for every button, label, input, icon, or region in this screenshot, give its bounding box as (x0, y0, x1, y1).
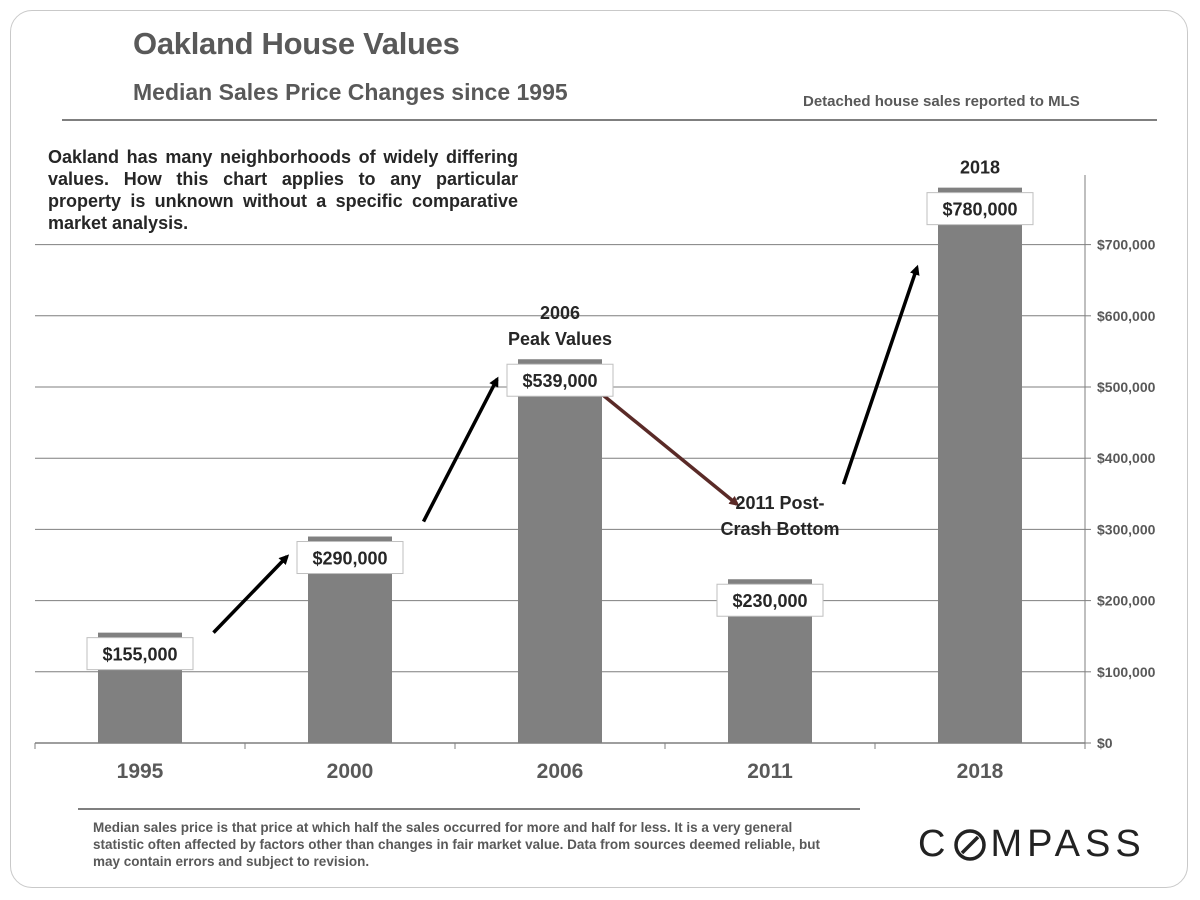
slide-frame (10, 10, 1188, 888)
trend-arrow-2006-2011 (582, 377, 740, 507)
header-divider (62, 119, 1157, 121)
annotation-text: 2011 Post- (735, 493, 824, 513)
data-label: $230,000 (732, 591, 807, 611)
x-tick-label: 2006 (537, 760, 584, 783)
data-label-box (926, 192, 1034, 226)
y-tick-label: $500,000 (1097, 379, 1156, 395)
compass-o-mark-icon (953, 828, 987, 862)
source-note: Detached house sales reported to MLS (803, 93, 1080, 110)
bar-2018 (938, 187, 1022, 743)
trend-arrow-2011-2018 (841, 264, 920, 485)
data-label-box (506, 363, 614, 397)
annotation-text: Peak Values (508, 329, 612, 349)
data-label: $780,000 (942, 200, 1017, 220)
chart-title: Oakland House Values (133, 26, 460, 61)
annotation-text: 2018 (960, 158, 1000, 178)
trend-arrow-1995-2000 (212, 554, 290, 634)
data-label-box (716, 583, 824, 617)
data-label: $155,000 (102, 645, 177, 665)
data-label: $539,000 (522, 371, 597, 391)
footer-divider (78, 808, 860, 810)
x-tick-label: 1995 (117, 760, 164, 783)
logo-text-end: MPASS (990, 823, 1146, 865)
x-tick-label: 2018 (957, 760, 1004, 783)
trend-arrow-2000-2006 (421, 376, 499, 523)
data-label-box (86, 637, 194, 671)
annotations: 2006 Peak Values 2011 Post- Crash Bottom 201… (508, 158, 1000, 540)
trend-arrows (212, 264, 920, 634)
x-tick-label: 2000 (327, 760, 374, 783)
value-labels: $155,000 $290,000 $539,000 $230,000 $780,000 (86, 192, 1034, 671)
y-tick-label: $200,000 (1097, 593, 1156, 609)
y-tick-label: $300,000 (1097, 521, 1156, 537)
compass-logo: C MPASS (918, 823, 1146, 866)
y-tick-label: $600,000 (1097, 308, 1156, 324)
annotation-text: Crash Bottom (720, 519, 839, 539)
disclaimer-text: Median sales price is that price at whic… (93, 820, 820, 869)
data-label-box (296, 541, 404, 575)
caveat-note: Oakland has many neighborhoods of widely… (48, 147, 518, 233)
y-tick-label: $100,000 (1097, 664, 1156, 680)
logo-text-start: C (918, 823, 951, 865)
bar-2006 (518, 359, 602, 743)
chart-subtitle: Median Sales Price Changes since 1995 (133, 79, 568, 105)
axes: $0 $100,000 $200,000 $300,000 $400,000 $500,0… (34, 175, 1156, 783)
x-tick-label: 2011 (747, 760, 793, 783)
data-label: $290,000 (312, 549, 387, 569)
y-tick-label: $700,000 (1097, 237, 1156, 253)
y-tick-label: $0 (1097, 735, 1113, 751)
y-tick-label: $400,000 (1097, 450, 1156, 466)
annotation-text: 2006 (540, 303, 580, 323)
bars (98, 187, 1022, 743)
